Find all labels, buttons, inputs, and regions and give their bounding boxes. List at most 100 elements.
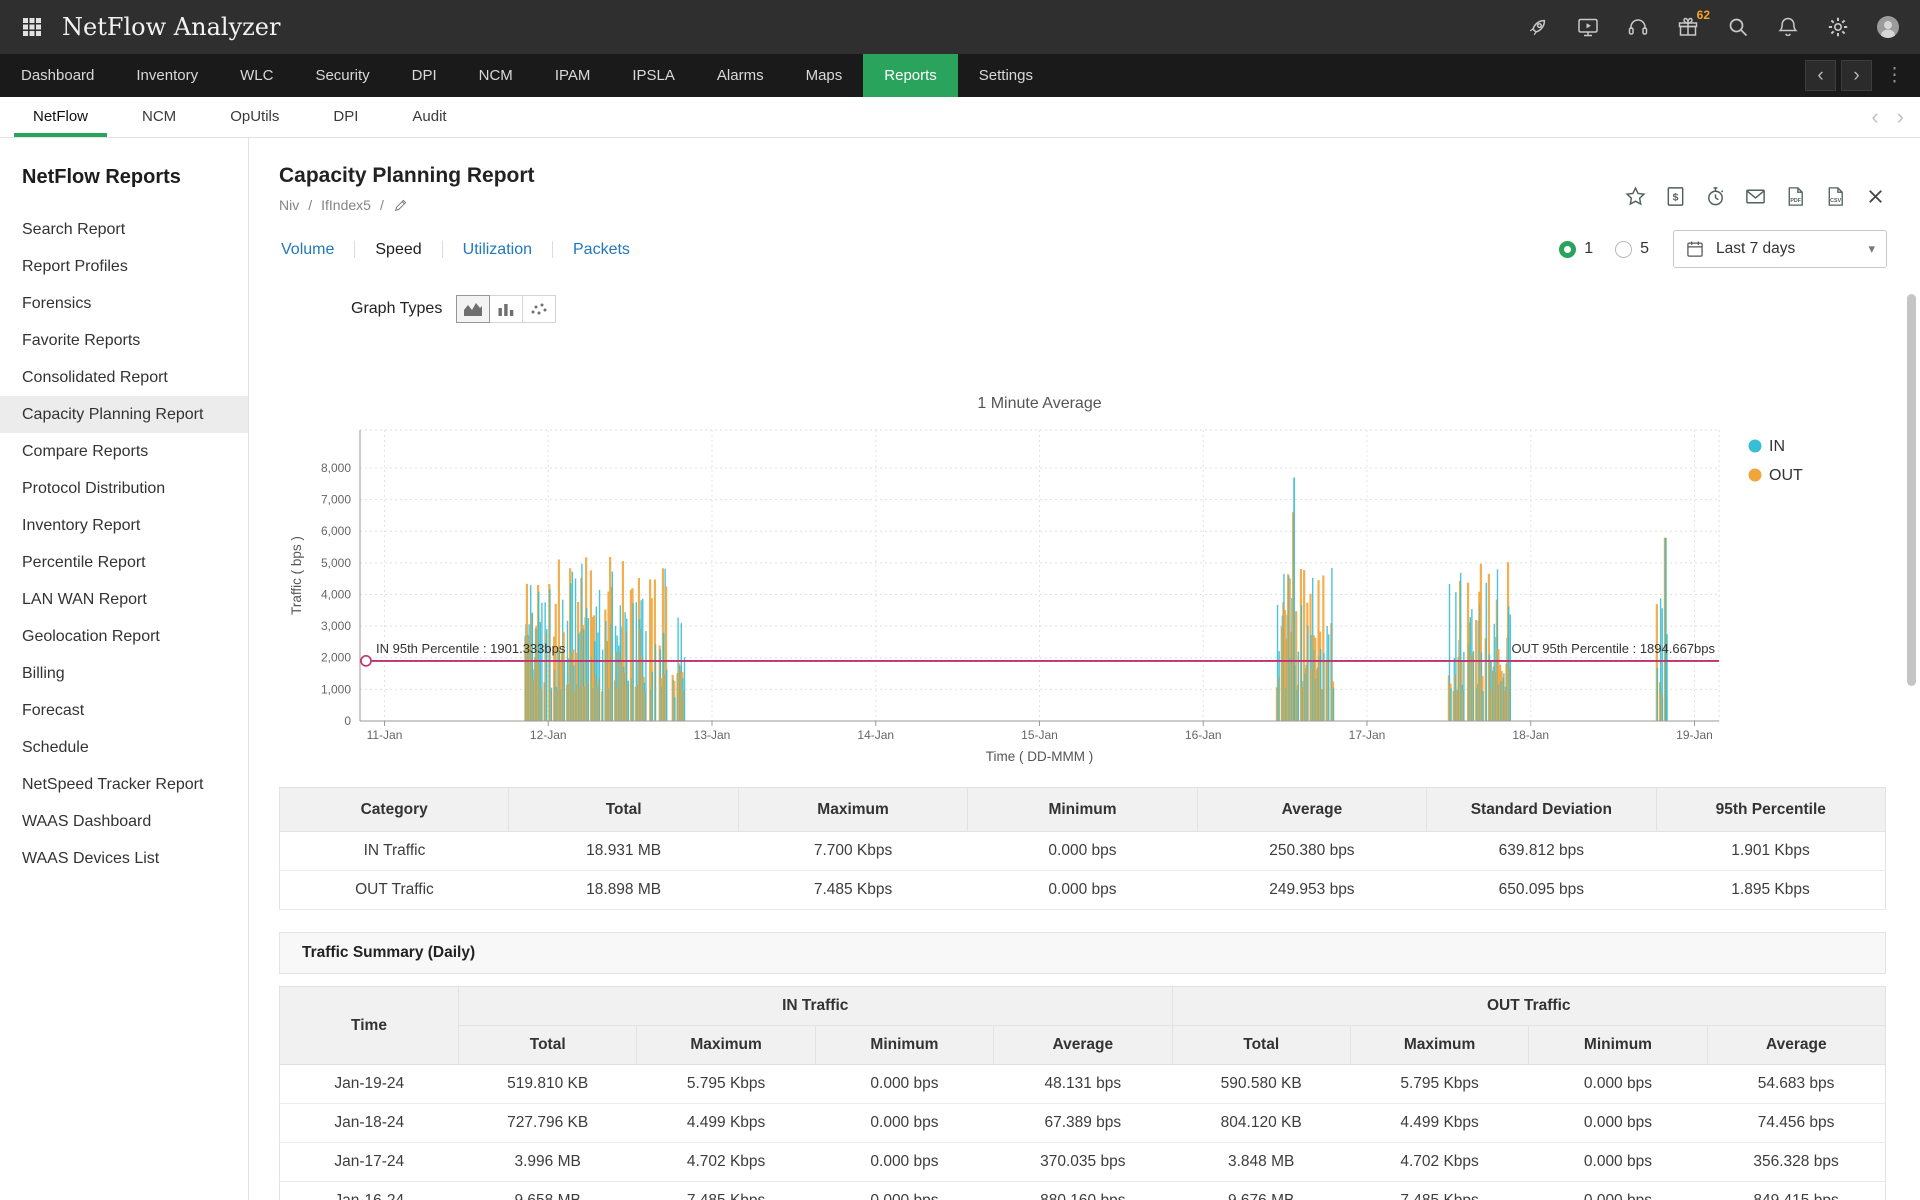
summary-col-minimum: Minimum (967, 787, 1198, 832)
table-row: Jan-18-24 727.796 KB 4.499 Kbps 0.000 bps 67… (279, 1103, 1886, 1143)
daily-summary-panel-title: Traffic Summary (Daily) (279, 932, 1886, 974)
gear-icon[interactable] (1826, 15, 1850, 39)
search-icon[interactable] (1726, 15, 1750, 39)
interval-radio-5[interactable]: 5 (1615, 240, 1649, 258)
rocket-icon[interactable] (1526, 15, 1550, 39)
daily-cell: 849.415 bps (1707, 1181, 1886, 1200)
nav-item-reports[interactable]: Reports (863, 54, 958, 97)
report-tabs-row: Volume Speed Utilization Packets 1 5 Last 7 … (279, 229, 1887, 269)
main-nav-items: Dashboard Inventory WLC Security DPI NCM IPAM I… (0, 54, 1054, 97)
close-report-icon[interactable] (1864, 185, 1887, 208)
subnav-scroll-right-icon[interactable]: › (1896, 104, 1904, 129)
graph-type-bar-button[interactable] (489, 295, 524, 323)
summary-cell: 7.485 Kbps (738, 870, 968, 910)
nav-overflow-icon[interactable]: ⋮ (1885, 65, 1904, 86)
summary-col-standard-deviation: Standard Deviation (1426, 787, 1657, 832)
daily-col-out-traffic-minimum: Minimum (1528, 1025, 1708, 1065)
sidebar-item-netspeed-tracker-report[interactable]: NetSpeed Tracker Report (22, 776, 204, 793)
sidebar-item-waas-dashboard[interactable]: WAAS Dashboard (22, 813, 152, 830)
training-monitor-icon[interactable] (1576, 15, 1600, 39)
favorite-star-icon[interactable] (1624, 185, 1647, 208)
sidebar-item-forecast[interactable]: Forecast (22, 702, 85, 719)
sidebar-item-favorite-reports[interactable]: Favorite Reports (22, 332, 141, 349)
gift-icon[interactable]: 62 (1676, 8, 1710, 39)
nav-item-ipam[interactable]: IPAM (554, 67, 591, 84)
support-headset-icon[interactable] (1626, 15, 1650, 39)
tab-utilization[interactable]: Utilization (441, 240, 552, 258)
daily-cell: 727.796 KB (458, 1103, 637, 1143)
nav-item-dashboard[interactable]: Dashboard (21, 67, 95, 84)
sidebar-item-protocol-distribution[interactable]: Protocol Distribution (22, 480, 166, 497)
sidebar-item-report-profiles[interactable]: Report Profiles (22, 258, 128, 275)
summary-cell: OUT Traffic (279, 870, 509, 910)
radio-dot-1 (1559, 240, 1577, 258)
graph-type-scatter-button[interactable] (522, 295, 557, 323)
summary-col-maximum: Maximum (737, 787, 969, 832)
schedule-report-icon[interactable] (1704, 185, 1727, 208)
nav-item-alarms[interactable]: Alarms (716, 67, 764, 84)
sidebar-item-geolocation-report[interactable]: Geolocation Report (22, 628, 160, 645)
vertical-scrollbar[interactable] (1907, 294, 1916, 686)
sidebar-item-consolidated-report[interactable]: Consolidated Report (22, 369, 168, 386)
svg-text:19-Jan: 19-Jan (1676, 728, 1713, 742)
svg-text:IN 95th Percentile : 1901.333b: IN 95th Percentile : 1901.333bps (376, 641, 566, 656)
nav-item-maps[interactable]: Maps (805, 67, 843, 84)
sidebar-item-waas-devices-list[interactable]: WAAS Devices List (22, 850, 160, 867)
traffic-chart[interactable]: 0 1,000 2,000 3,000 4,000 5,000 6,000 7,000 8,00… (279, 425, 1886, 769)
sidebar-item-compare-reports[interactable]: Compare Reports (22, 443, 149, 460)
nav-item-security[interactable]: Security (315, 67, 370, 84)
subnav-scroll-left-icon[interactable]: ‹ (1871, 104, 1879, 129)
daily-group-out-traffic: OUT Traffic (1171, 986, 1886, 1026)
breadcrumb-separator: / (379, 197, 384, 213)
sidebar-item-search-report[interactable]: Search Report (22, 221, 126, 238)
email-report-icon[interactable] (1744, 185, 1767, 208)
export-csv-icon[interactable]: CSV (1824, 185, 1847, 208)
traffic-summary-table: Category Total Maximum Minimum Average Standa… (278, 787, 1887, 910)
tab-packets[interactable]: Packets (552, 240, 650, 258)
edit-pencil-icon[interactable] (393, 197, 409, 213)
daily-cell: 356.328 bps (1707, 1142, 1886, 1182)
sub-nav-item-netflow[interactable]: NetFlow (6, 97, 115, 137)
sidebar-item-inventory-report[interactable]: Inventory Report (22, 517, 141, 534)
graph-types-row: Graph Types (351, 295, 1887, 323)
nav-scroll-right-button[interactable]: › (1841, 60, 1872, 91)
sidebar-item-billing[interactable]: Billing (22, 665, 65, 682)
sidebar-item-lan-wan-report[interactable]: LAN WAN Report (22, 591, 147, 608)
nav-item-ipsla[interactable]: IPSLA (632, 67, 675, 84)
nav-item-ncm[interactable]: NCM (478, 67, 513, 84)
export-pdf-icon[interactable]: PDF (1784, 185, 1807, 208)
tab-volume[interactable]: Volume (281, 240, 335, 258)
svg-text:PDF: PDF (1790, 198, 1801, 204)
sub-nav-item-dpi[interactable]: DPI (333, 108, 359, 125)
nav-item-inventory[interactable]: Inventory (136, 67, 199, 84)
sub-nav-item-ncm[interactable]: NCM (142, 108, 177, 125)
nav-item-wlc[interactable]: WLC (240, 67, 274, 84)
daily-cell: 0.000 bps (1528, 1181, 1708, 1200)
apps-grid-icon[interactable] (20, 15, 44, 39)
svg-text:5,000: 5,000 (321, 556, 351, 570)
sidebar-item-percentile-report[interactable]: Percentile Report (22, 554, 146, 571)
svg-text:3,000: 3,000 (321, 619, 351, 633)
tab-speed[interactable]: Speed (354, 240, 441, 258)
nav-item-settings[interactable]: Settings (978, 67, 1033, 84)
svg-text:IN: IN (1769, 438, 1785, 455)
notifications-bell-icon[interactable] (1776, 15, 1800, 39)
breadcrumb-device[interactable]: Niv (279, 197, 300, 213)
interval-radio-1[interactable]: 1 (1559, 240, 1593, 258)
billing-report-icon[interactable]: $ (1664, 185, 1687, 208)
user-avatar[interactable] (1876, 15, 1900, 39)
sub-nav-item-oputils[interactable]: OpUtils (230, 108, 280, 125)
sidebar-item-capacity-planning-report[interactable]: Capacity Planning Report (0, 396, 248, 433)
nav-item-dpi[interactable]: DPI (411, 67, 437, 84)
graph-type-area-button[interactable] (456, 295, 491, 323)
table-row: IN Traffic 18.931 MB 7.700 Kbps 0.000 bps 25… (279, 831, 1886, 871)
sidebar-item-forensics[interactable]: Forensics (22, 295, 92, 312)
sub-nav-item-audit[interactable]: Audit (412, 108, 447, 125)
nav-scroll-left-button[interactable]: ‹ (1805, 60, 1836, 91)
interval-label-5: 5 (1640, 240, 1649, 257)
breadcrumb-interface[interactable]: IfIndex5 (321, 197, 371, 213)
summary-cell: 250.380 bps (1197, 831, 1427, 871)
date-range-picker[interactable]: Last 7 days ▾ (1673, 230, 1887, 268)
daily-col-in-traffic-minimum: Minimum (814, 1025, 995, 1065)
sidebar-item-schedule[interactable]: Schedule (22, 739, 89, 756)
